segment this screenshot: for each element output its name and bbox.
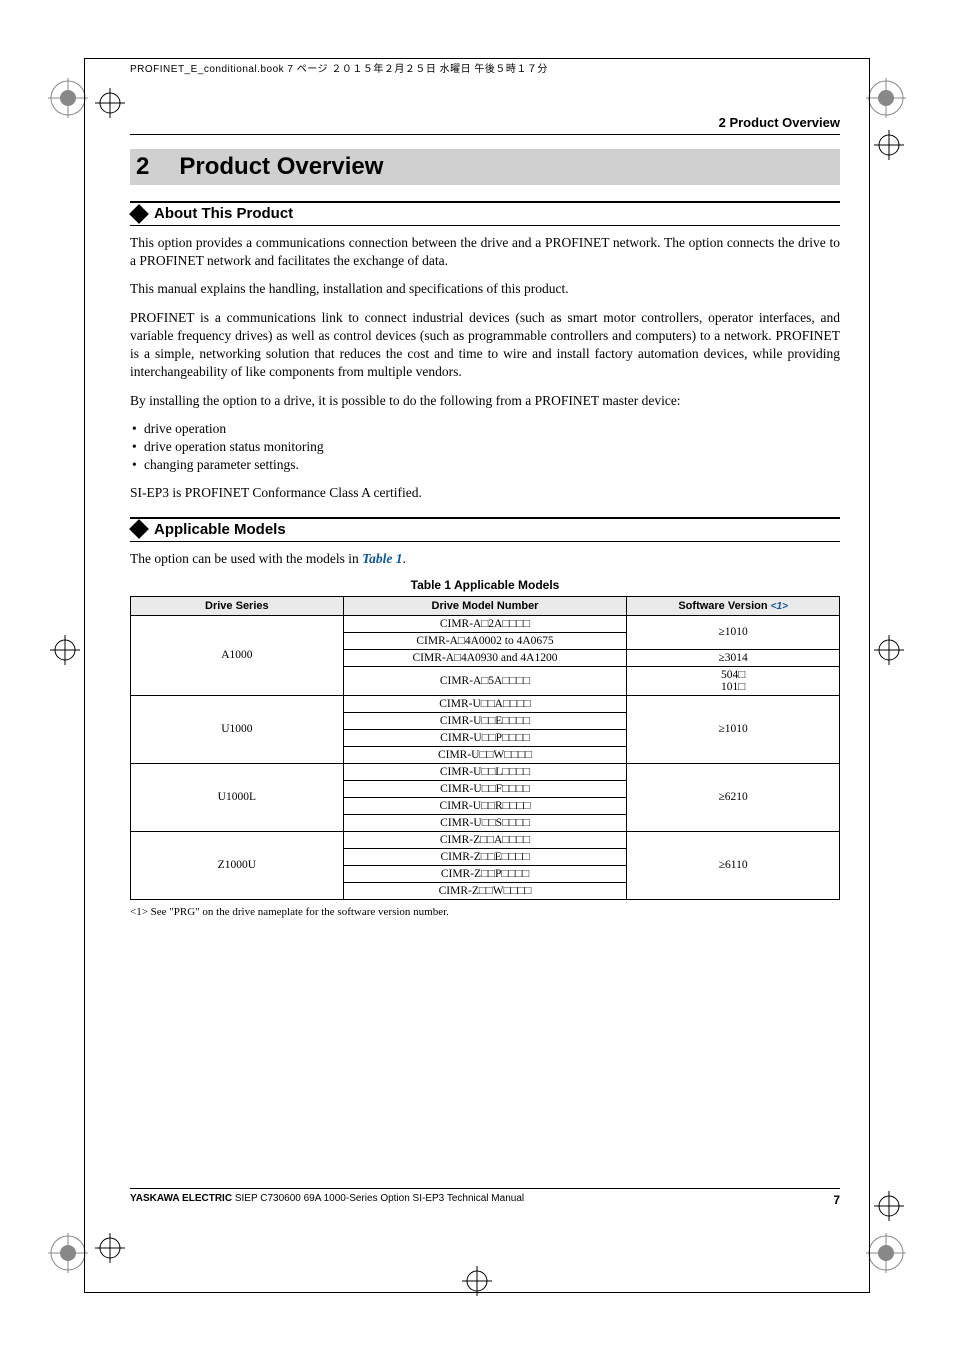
cell-software-version: ≥1010 — [627, 615, 840, 649]
cell-model: CIMR-U□□R□□□□ — [343, 797, 627, 814]
reg-mark-icon — [866, 1233, 906, 1273]
cell-model: CIMR-U□□W□□□□ — [343, 746, 627, 763]
diamond-icon — [129, 519, 149, 539]
footer-left: YASKAWA ELECTRIC SIEP C730600 69A 1000-S… — [130, 1193, 524, 1207]
cell-model: CIMR-U□□A□□□□ — [343, 695, 627, 712]
applicable-title: Applicable Models — [154, 521, 286, 538]
cell-model: CIMR-U□□E□□□□ — [343, 712, 627, 729]
header-rule — [130, 134, 840, 135]
cell-model: CIMR-U□□S□□□□ — [343, 814, 627, 831]
cross-mark-icon — [95, 1233, 125, 1263]
reg-mark-icon — [48, 78, 88, 118]
cell-model: CIMR-U□□L□□□□ — [343, 763, 627, 780]
table-caption: Table 1 Applicable Models — [130, 578, 840, 592]
bullet-item: drive operation — [130, 420, 840, 438]
page-footer: YASKAWA ELECTRIC SIEP C730600 69A 1000-S… — [130, 1193, 840, 1207]
cross-mark-icon — [50, 635, 80, 665]
cell-software-version: ≥1010 — [627, 695, 840, 763]
th-drive-series: Drive Series — [131, 596, 344, 615]
cell-model: CIMR-A□5A□□□□ — [343, 666, 627, 695]
cross-mark-icon — [874, 1191, 904, 1221]
bullet-item: drive operation status monitoring — [130, 438, 840, 456]
subsection-about: About This Product — [130, 201, 840, 226]
table-footnote: <1> See "PRG" on the drive nameplate for… — [130, 906, 840, 918]
footer-rule — [130, 1188, 840, 1189]
cell-model: CIMR-Z□□W□□□□ — [343, 882, 627, 899]
chapter-bar: 2 Product Overview — [130, 149, 840, 185]
chapter-title: Product Overview — [179, 153, 383, 181]
cross-mark-icon — [874, 130, 904, 160]
cell-model: CIMR-A□2A□□□□ — [343, 615, 627, 632]
cell-model: CIMR-U□□P□□□□ — [343, 729, 627, 746]
cell-series: U1000L — [131, 763, 344, 831]
th-software-version: Software Version <1> — [627, 596, 840, 615]
about-p5: SI-EP3 is PROFINET Conformance Class A c… — [130, 484, 840, 502]
cell-software-version: ≥3014 — [627, 649, 840, 666]
reg-mark-icon — [866, 78, 906, 118]
about-p3: PROFINET is a communications link to con… — [130, 309, 840, 382]
about-p4: By installing the option to a drive, it … — [130, 392, 840, 410]
about-p1: This option provides a communications co… — [130, 234, 840, 270]
chapter-number: 2 — [136, 153, 149, 181]
table1-link[interactable]: Table 1 — [362, 551, 402, 566]
about-bullets: drive operation drive operation status m… — [130, 420, 840, 475]
table-row: U1000CIMR-U□□A□□□□≥1010 — [131, 695, 840, 712]
cell-software-version: ≥6110 — [627, 831, 840, 899]
applicable-models-table: Drive Series Drive Model Number Software… — [130, 596, 840, 900]
table-row: A1000CIMR-A□2A□□□□≥1010 — [131, 615, 840, 632]
running-header: 2 Product Overview — [130, 115, 840, 130]
about-title: About This Product — [154, 205, 293, 222]
cell-software-version: ≥6210 — [627, 763, 840, 831]
page-number: 7 — [833, 1193, 840, 1207]
cross-mark-icon — [95, 88, 125, 118]
cell-model: CIMR-A□4A0002 to 4A0675 — [343, 632, 627, 649]
cell-model: CIMR-Z□□A□□□□ — [343, 831, 627, 848]
cross-mark-icon — [874, 635, 904, 665]
cell-model: CIMR-Z□□P□□□□ — [343, 865, 627, 882]
about-p2: This manual explains the handling, insta… — [130, 280, 840, 298]
table-row: Z1000UCIMR-Z□□A□□□□≥6110 — [131, 831, 840, 848]
cell-software-version: 504□101□ — [627, 666, 840, 695]
cell-series: U1000 — [131, 695, 344, 763]
subsection-applicable: Applicable Models — [130, 517, 840, 542]
bullet-item: changing parameter settings. — [130, 456, 840, 474]
header-meta: PROFINET_E_conditional.book 7 ページ ２０１５年２… — [130, 60, 840, 75]
applicable-intro: The option can be used with the models i… — [130, 550, 840, 568]
th-model-number: Drive Model Number — [343, 596, 627, 615]
cell-series: A1000 — [131, 615, 344, 695]
diamond-icon — [129, 204, 149, 224]
table-row: U1000LCIMR-U□□L□□□□≥6210 — [131, 763, 840, 780]
cell-model: CIMR-Z□□E□□□□ — [343, 848, 627, 865]
cell-model: CIMR-A□4A0930 and 4A1200 — [343, 649, 627, 666]
reg-mark-icon — [48, 1233, 88, 1273]
cell-model: CIMR-U□□F□□□□ — [343, 780, 627, 797]
cell-series: Z1000U — [131, 831, 344, 899]
